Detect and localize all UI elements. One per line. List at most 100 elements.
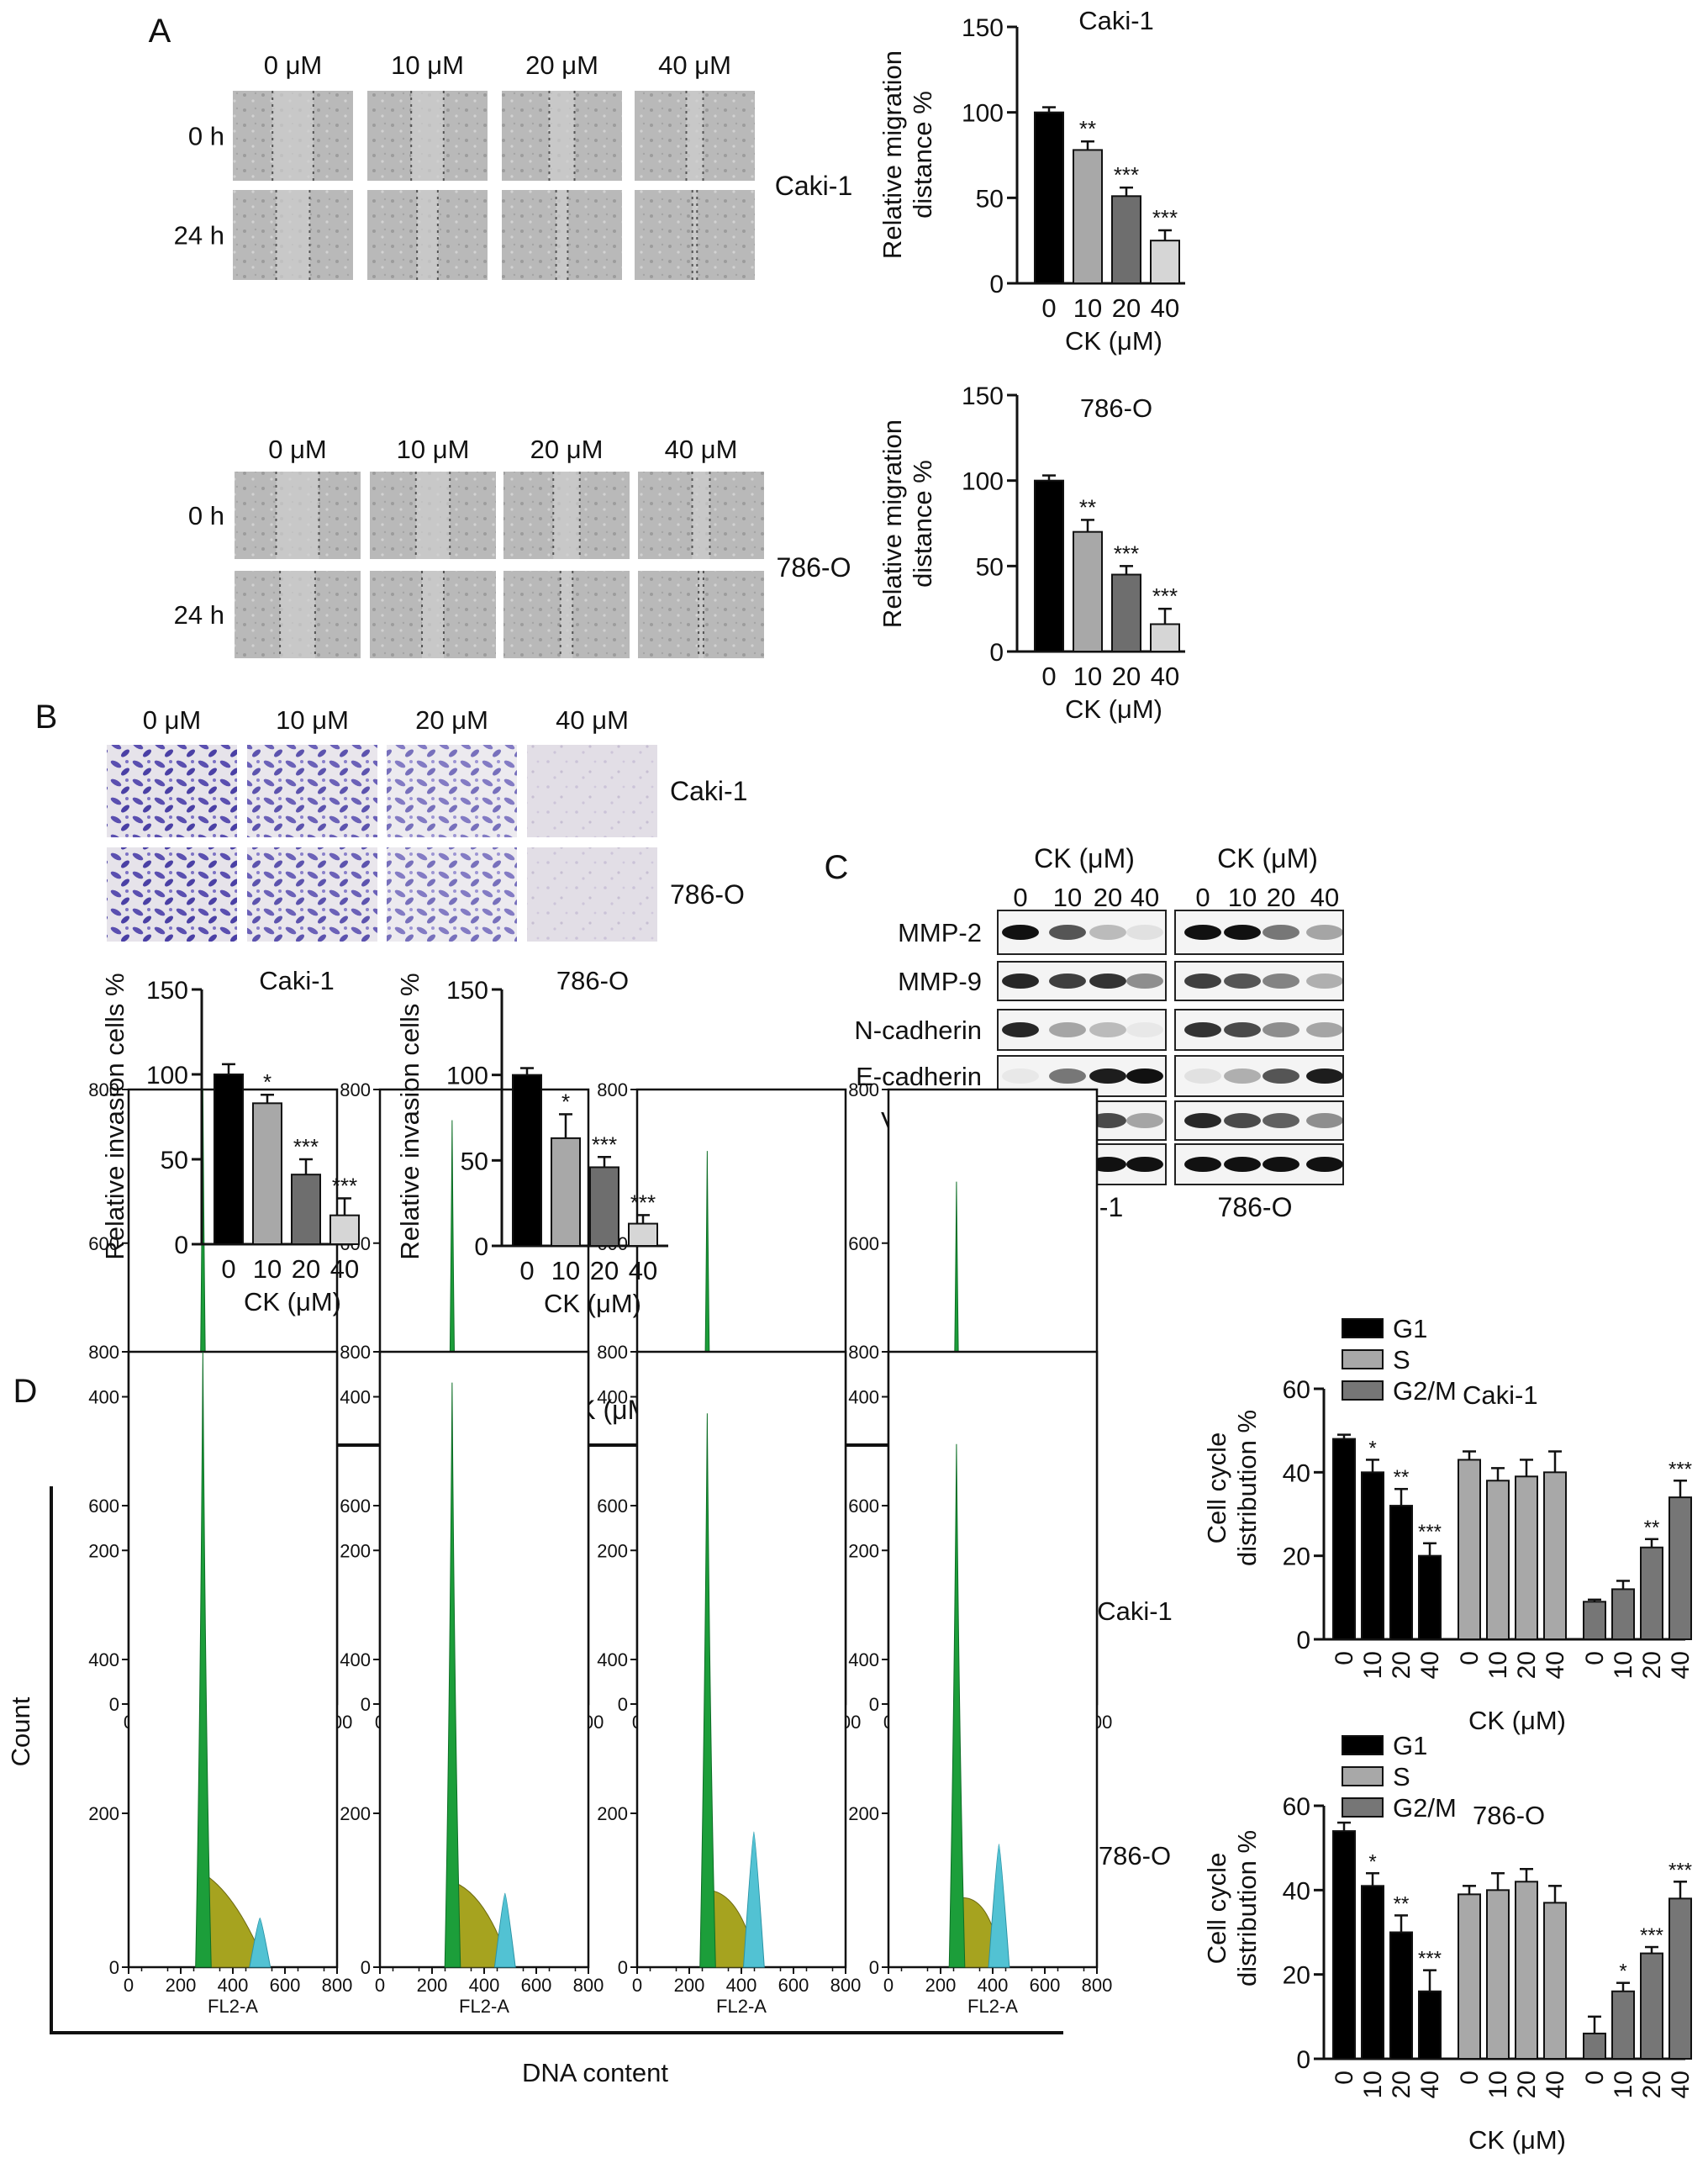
chart-title: Caki-1 <box>1078 6 1154 35</box>
histogram-ytick-label: 0 <box>361 1957 371 1978</box>
histogram-ytick-label: 800 <box>848 1079 879 1100</box>
y-tick-label: 0 <box>1296 1627 1310 1654</box>
bar <box>1611 1588 1635 1641</box>
significance-label: *** <box>1152 583 1178 609</box>
panelC-header: CK (μM) <box>1217 843 1318 873</box>
scratch-image <box>370 571 496 658</box>
histogram-ytick-label: 200 <box>88 1540 119 1561</box>
histogram-g1-peak <box>444 1382 461 1968</box>
bar <box>1418 1554 1442 1640</box>
bar <box>1111 195 1141 284</box>
y-tick-label: 100 <box>962 468 1004 496</box>
histogram-ytick-label: 800 <box>597 1342 628 1363</box>
scratch-image <box>367 91 488 181</box>
blot-band <box>1224 925 1261 940</box>
histogram-xlabel: FL2-A <box>459 1996 509 2017</box>
y-axis-label: Relative invasion cells % <box>395 973 424 1259</box>
bar <box>1583 2032 1606 2060</box>
blot-band <box>1224 1068 1261 1084</box>
panelB-row-label: Caki-1 <box>670 776 747 806</box>
histogram-xtick-label: 0 <box>375 1975 385 1996</box>
bar <box>1611 1990 1635 2060</box>
histogram-ytick-label: 200 <box>597 1803 628 1824</box>
y-tick-label: 20 <box>1283 1962 1310 1990</box>
blot-band <box>1089 1068 1126 1084</box>
y-tick-label: 150 <box>962 383 1004 410</box>
scratch-gap <box>549 91 575 181</box>
histogram-g1-peak <box>195 1351 212 1968</box>
bar <box>1515 1881 1538 2060</box>
significance-label: *** <box>1668 1458 1692 1480</box>
bar <box>589 1166 619 1248</box>
transwell-image <box>527 745 657 837</box>
panel-letter-c: C <box>825 849 849 886</box>
histogram-ytick-label: 200 <box>88 1803 119 1824</box>
histogram-ytick-label: 200 <box>340 1540 371 1561</box>
significance-label: *** <box>293 1134 319 1159</box>
x-tick-label: 10 <box>253 1254 282 1284</box>
histogram-frame <box>127 1350 339 1969</box>
panelA-row-label: 24 h <box>174 600 224 630</box>
histogram-ytick-label: 0 <box>361 1694 371 1715</box>
bar <box>252 1102 282 1245</box>
bar <box>1332 1438 1356 1640</box>
panelD-row-label: 786-O <box>1099 1841 1171 1870</box>
chart-title: Caki-1 <box>1463 1380 1538 1410</box>
bar <box>329 1214 360 1246</box>
panelA-col-header: 10 μM <box>397 435 470 464</box>
histogram-xtick-label: 600 <box>270 1975 301 1996</box>
panelC-dose-label: 0 <box>1013 883 1027 912</box>
bar <box>1073 530 1103 653</box>
bar <box>1361 1471 1384 1641</box>
histogram-ytick-label: 800 <box>597 1079 628 1100</box>
histogram-frame <box>378 1350 590 1969</box>
panelA-col-header: 20 μM <box>530 435 604 464</box>
significance-label: * <box>561 1089 570 1114</box>
histogram-ytick-label: 200 <box>597 1540 628 1561</box>
x-tick-label: 0 <box>1041 293 1056 323</box>
legend-label: G2/M <box>1393 1376 1457 1406</box>
bar <box>1418 1990 1442 2060</box>
histogram-ytick-label: 600 <box>848 1233 879 1254</box>
blot-band <box>1184 1113 1221 1128</box>
blot-band <box>1306 973 1343 989</box>
x-tick-label: 20 <box>1513 1651 1541 1679</box>
x-tick-label: 40 <box>1416 1651 1444 1679</box>
flow-histogram: 0 200 400 600 800 0 200 400 600 800 FL2-A <box>597 1342 861 2017</box>
legend-label: S <box>1393 1345 1410 1374</box>
scratch-image <box>503 472 630 559</box>
panelD-frame <box>50 1486 1063 2034</box>
significance-label: *** <box>1418 1948 1442 1971</box>
panelD-y-label: Count <box>6 1696 35 1766</box>
panelA-row-label: 24 h <box>174 221 224 251</box>
legend-swatch <box>1342 1349 1384 1369</box>
y-tick-label: 100 <box>146 1062 188 1090</box>
significance-label: ** <box>1394 1892 1410 1915</box>
blot-band <box>1002 973 1039 989</box>
blot-strip <box>997 961 1167 1001</box>
y-axis-label: Cell cycle <box>1202 1433 1231 1544</box>
histogram-ytick-label: 0 <box>618 1957 628 1978</box>
blot-band <box>1002 1022 1039 1037</box>
histogram-xtick-label: 200 <box>166 1975 197 1996</box>
blot-strip <box>1174 961 1344 1001</box>
x-axis-label: CK (μM) <box>1065 326 1162 356</box>
x-tick-label: 0 <box>1331 1651 1358 1665</box>
bar <box>1458 1893 1481 2060</box>
legend-label: S <box>1393 1762 1410 1791</box>
bar <box>1389 1931 1413 2060</box>
panelC-dose-label: 20 <box>1094 883 1122 912</box>
histogram-xtick-label: 200 <box>417 1975 448 1996</box>
y-tick-label: 150 <box>446 977 488 1005</box>
panelA-col-header: 0 μM <box>268 435 327 464</box>
significance-label: *** <box>1640 1924 1663 1947</box>
histogram-ytick-label: 800 <box>88 1342 119 1363</box>
histogram-ytick-label: 0 <box>618 1694 628 1715</box>
panelC-dose-label: 0 <box>1195 883 1210 912</box>
panelA-col-header: 0 μM <box>264 50 323 80</box>
flow-histogram: 0 200 400 600 800 0 200 400 600 800 FL2-A <box>848 1342 1112 2017</box>
y-tick-label: 100 <box>446 1063 488 1090</box>
x-tick-label: 40 <box>1667 1651 1695 1679</box>
blot-band <box>1224 973 1261 989</box>
